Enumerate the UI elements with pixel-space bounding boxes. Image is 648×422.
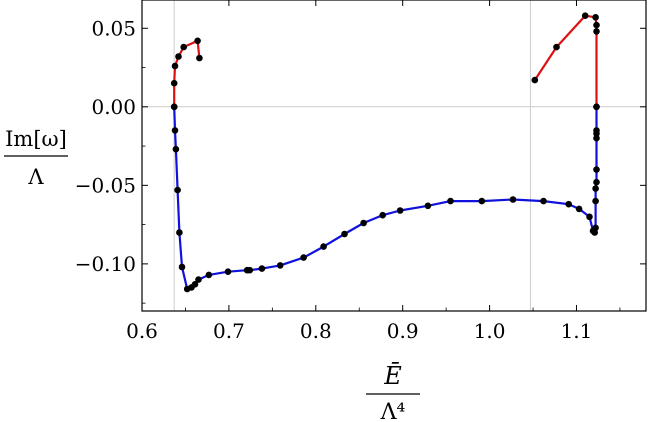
data-point (586, 213, 593, 221)
data-point (592, 224, 599, 232)
data-point (592, 13, 599, 21)
series-line-2 (173, 106, 598, 291)
data-point (191, 281, 199, 288)
plot-frame (141, 0, 647, 312)
y-tick-label: 0.00 (91, 95, 136, 119)
x-axis-label-numerator: Ē (383, 362, 402, 390)
data-point (176, 229, 183, 236)
series-line-1 (533, 14, 598, 107)
data-point (592, 197, 599, 205)
data-point (320, 243, 327, 250)
y-axis-label-denominator: Λ (27, 165, 44, 189)
data-point (540, 197, 547, 205)
data-point (447, 197, 454, 205)
y-axis-label: Im[ω] Λ (4, 127, 68, 189)
series-lines (173, 14, 598, 291)
axis-ticks: 0.6 0.7 0.8 0.9 1.0 1.1 0.05 0.00 −0.05 −0.10 (75, 0, 646, 343)
y-tick-label: 0.05 (91, 16, 136, 40)
y-tick-label: −0.10 (75, 252, 136, 276)
data-point (379, 211, 387, 219)
data-point (171, 127, 179, 134)
data-point (424, 202, 432, 210)
data-point (246, 266, 254, 274)
data-point (593, 21, 600, 29)
data-point (170, 103, 178, 111)
data-point (509, 196, 517, 203)
data-point (575, 205, 583, 213)
data-point (593, 127, 600, 134)
data-point (593, 103, 600, 111)
data-point (171, 62, 179, 70)
data-point (341, 230, 348, 238)
data-point (581, 12, 589, 19)
x-tick-label: 0.7 (213, 319, 245, 343)
x-tick-label: 0.6 (126, 319, 158, 343)
data-point (593, 28, 600, 35)
x-tick-label: 0.9 (387, 319, 419, 343)
data-point (172, 145, 180, 153)
data-point (300, 254, 307, 261)
data-point (180, 43, 187, 51)
data-point (276, 262, 284, 269)
data-point (396, 207, 404, 214)
data-point (205, 271, 213, 279)
x-axis-label: Ē Λ⁴ (366, 362, 420, 422)
data-point (531, 76, 539, 84)
data-point (478, 197, 486, 205)
data-point (194, 37, 201, 45)
y-axis-label-numerator: Im[ω] (5, 127, 67, 151)
series-line-0 (173, 39, 201, 107)
data-point (175, 53, 182, 60)
data-point (593, 134, 600, 142)
data-point (178, 263, 186, 271)
data-point (170, 79, 178, 87)
x-axis-label-denominator: Λ⁴ (380, 400, 406, 422)
data-point (174, 186, 181, 194)
data-point (258, 265, 266, 272)
data-point (565, 200, 572, 208)
x-tick-label: 0.8 (300, 319, 332, 343)
reference-lines (142, 0, 646, 311)
data-point (593, 178, 600, 186)
y-tick-label: −0.05 (75, 173, 136, 197)
data-points (170, 12, 600, 293)
data-point (360, 219, 367, 227)
data-point (553, 43, 560, 51)
data-point (224, 268, 232, 276)
data-point (592, 185, 599, 192)
x-tick-label: 1.0 (474, 319, 506, 343)
data-point (195, 276, 202, 283)
x-tick-label: 1.1 (561, 319, 593, 343)
data-point (196, 54, 203, 62)
data-point (593, 166, 600, 173)
